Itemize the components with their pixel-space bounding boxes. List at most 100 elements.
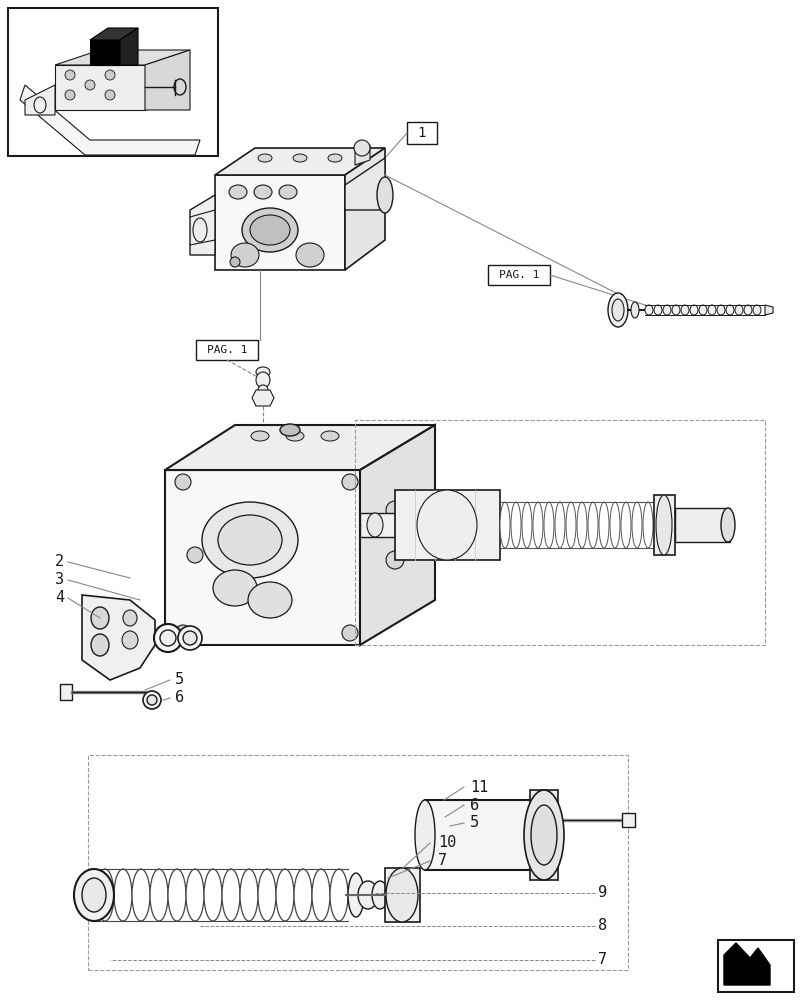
Ellipse shape: [609, 502, 620, 548]
Ellipse shape: [565, 502, 575, 548]
Ellipse shape: [689, 305, 697, 315]
Text: 7: 7: [437, 853, 447, 868]
Polygon shape: [90, 28, 138, 40]
Ellipse shape: [82, 878, 106, 912]
Ellipse shape: [630, 302, 638, 318]
Ellipse shape: [250, 215, 290, 245]
Ellipse shape: [385, 868, 418, 922]
Ellipse shape: [285, 431, 303, 441]
Ellipse shape: [607, 293, 627, 327]
Ellipse shape: [653, 305, 661, 315]
Ellipse shape: [96, 869, 114, 921]
Ellipse shape: [543, 502, 553, 548]
Ellipse shape: [620, 502, 630, 548]
Ellipse shape: [385, 501, 404, 519]
Text: PAG. 1: PAG. 1: [207, 345, 247, 355]
Text: 5: 5: [470, 815, 478, 830]
Text: 7: 7: [597, 952, 607, 967]
Ellipse shape: [642, 502, 652, 548]
Ellipse shape: [221, 869, 240, 921]
Polygon shape: [764, 305, 772, 315]
Polygon shape: [190, 195, 215, 255]
Polygon shape: [60, 684, 72, 700]
Text: 6: 6: [470, 797, 478, 812]
Text: 6: 6: [175, 690, 184, 706]
Ellipse shape: [293, 154, 307, 162]
Bar: [644, 305, 764, 315]
Ellipse shape: [187, 547, 203, 563]
Text: 2: 2: [55, 554, 64, 570]
Ellipse shape: [680, 305, 689, 315]
Ellipse shape: [150, 869, 168, 921]
Polygon shape: [55, 50, 190, 65]
Ellipse shape: [672, 305, 679, 315]
Ellipse shape: [376, 177, 393, 213]
Ellipse shape: [294, 869, 311, 921]
Ellipse shape: [367, 513, 383, 537]
Polygon shape: [424, 800, 539, 870]
Ellipse shape: [91, 607, 109, 629]
Ellipse shape: [186, 869, 204, 921]
Ellipse shape: [328, 154, 341, 162]
Ellipse shape: [229, 185, 247, 199]
Polygon shape: [251, 390, 273, 406]
Bar: [487, 265, 549, 285]
Ellipse shape: [122, 631, 138, 649]
Ellipse shape: [154, 624, 182, 652]
Ellipse shape: [242, 208, 298, 252]
Ellipse shape: [255, 367, 270, 377]
Ellipse shape: [175, 474, 191, 490]
Bar: [406, 122, 436, 144]
Ellipse shape: [644, 305, 652, 315]
Ellipse shape: [354, 140, 370, 156]
Text: 4: 4: [55, 590, 64, 605]
Polygon shape: [165, 470, 359, 645]
Text: 8: 8: [597, 918, 607, 933]
Ellipse shape: [280, 424, 299, 436]
Polygon shape: [215, 175, 345, 270]
Text: 3: 3: [55, 572, 64, 587]
Ellipse shape: [358, 881, 378, 909]
Ellipse shape: [279, 185, 297, 199]
Ellipse shape: [311, 869, 329, 921]
Ellipse shape: [341, 625, 358, 641]
Ellipse shape: [587, 502, 597, 548]
Ellipse shape: [547, 837, 557, 847]
Ellipse shape: [414, 800, 435, 870]
Ellipse shape: [554, 502, 564, 548]
Ellipse shape: [276, 869, 294, 921]
Ellipse shape: [525, 800, 554, 870]
Bar: [8, 8, 217, 156]
Bar: [195, 340, 258, 360]
Bar: [88, 755, 627, 970]
Ellipse shape: [663, 305, 670, 315]
Text: 1: 1: [418, 126, 426, 140]
Ellipse shape: [611, 299, 623, 321]
Polygon shape: [345, 158, 384, 210]
Ellipse shape: [385, 551, 404, 569]
Ellipse shape: [258, 385, 268, 395]
Text: 5: 5: [175, 672, 184, 688]
Ellipse shape: [371, 881, 388, 909]
Ellipse shape: [143, 691, 161, 709]
Ellipse shape: [251, 431, 268, 441]
Polygon shape: [359, 425, 435, 645]
Ellipse shape: [132, 869, 150, 921]
Ellipse shape: [240, 869, 258, 921]
Polygon shape: [20, 85, 200, 155]
Ellipse shape: [716, 305, 724, 315]
Ellipse shape: [417, 490, 476, 560]
Ellipse shape: [74, 869, 114, 921]
Ellipse shape: [720, 508, 734, 542]
Ellipse shape: [320, 431, 338, 441]
Polygon shape: [653, 495, 674, 555]
Ellipse shape: [655, 495, 672, 555]
Ellipse shape: [114, 869, 132, 921]
Ellipse shape: [329, 869, 348, 921]
Polygon shape: [621, 813, 634, 827]
Bar: [717, 940, 793, 992]
Bar: [354, 420, 764, 645]
Ellipse shape: [85, 80, 95, 90]
Polygon shape: [359, 513, 394, 537]
Ellipse shape: [532, 502, 543, 548]
